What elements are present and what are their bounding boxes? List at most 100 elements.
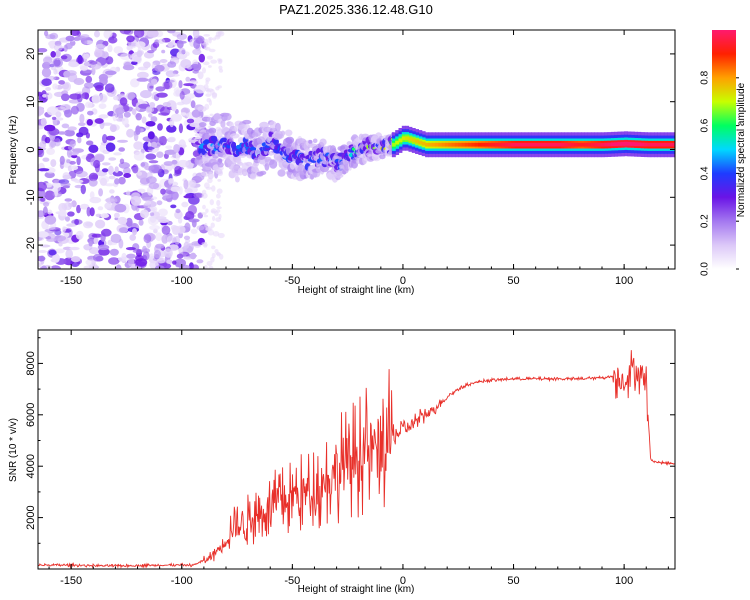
noise-blob bbox=[206, 55, 213, 60]
noise-blob bbox=[95, 213, 102, 218]
noise-blob bbox=[150, 206, 158, 212]
noise-blob bbox=[177, 159, 189, 168]
noise-blob bbox=[135, 113, 142, 121]
x-tick-label: -150 bbox=[60, 575, 82, 587]
signal-band-segment bbox=[531, 142, 536, 147]
noise-blob bbox=[170, 186, 181, 192]
noise-blob bbox=[212, 215, 216, 222]
noise-blob bbox=[54, 248, 65, 254]
chart-title: PAZ1.2025.336.12.48.G10 bbox=[279, 2, 433, 17]
noise-blob bbox=[209, 89, 215, 95]
noise-blob bbox=[123, 173, 132, 178]
noise-blob bbox=[50, 265, 61, 269]
signal-band-segment bbox=[491, 142, 496, 147]
noise-blob bbox=[154, 64, 165, 72]
noise-blob bbox=[175, 208, 181, 214]
signal-halo bbox=[319, 138, 327, 146]
signal-halo bbox=[242, 119, 252, 125]
noise-blob bbox=[80, 65, 88, 71]
noise-blob bbox=[118, 162, 131, 169]
noise-blob bbox=[216, 188, 223, 194]
noise-blob bbox=[117, 139, 128, 143]
signal-band-segment bbox=[395, 140, 400, 145]
noise-blob bbox=[122, 64, 135, 71]
noise-blob bbox=[53, 68, 58, 75]
noise-blob bbox=[174, 258, 186, 268]
noise-blob bbox=[218, 58, 223, 63]
signal-halo bbox=[230, 133, 240, 139]
noise-blob bbox=[65, 216, 70, 222]
signal-halo bbox=[285, 136, 295, 144]
noise-blob bbox=[155, 232, 163, 242]
noise-blob bbox=[118, 238, 124, 249]
signal-band-segment bbox=[511, 142, 516, 147]
noise-blob bbox=[161, 225, 171, 235]
spectrogram-x-ticks: -150 -100 -50 0 50 100 bbox=[48, 30, 669, 287]
noise-blob bbox=[216, 206, 222, 210]
signal-band-segment bbox=[415, 139, 419, 144]
noise-blob bbox=[180, 112, 187, 116]
noise-blob bbox=[137, 171, 143, 176]
noise-blob bbox=[97, 244, 110, 251]
noise-blob bbox=[77, 136, 82, 144]
signal-band-segment bbox=[634, 142, 638, 147]
noise-blob bbox=[74, 179, 84, 184]
noise-blob bbox=[110, 233, 122, 244]
noise-blob bbox=[203, 244, 208, 248]
noise-blob bbox=[217, 85, 222, 89]
noise-blob bbox=[211, 185, 216, 192]
colorbar: 0.0 0.2 0.4 0.6 0.8 Normalized spectral ampl… bbox=[700, 30, 747, 276]
noise-blob bbox=[209, 48, 216, 53]
noise-blob bbox=[128, 257, 135, 267]
noise-blob bbox=[218, 213, 222, 220]
signal-band-segment bbox=[464, 142, 469, 147]
signal-halo bbox=[284, 129, 293, 137]
noise-blob bbox=[146, 30, 159, 38]
noise-blob bbox=[188, 218, 200, 223]
noise-blob bbox=[141, 116, 147, 124]
snr-panel: -150 -100 -50 0 50 100 2000 4000 6000 8000 Heigh… bbox=[8, 329, 676, 595]
x-tick-label: -100 bbox=[171, 575, 193, 587]
x-tick-label: 0 bbox=[400, 275, 406, 287]
noise-blob bbox=[133, 141, 144, 150]
signal-band-segment bbox=[597, 142, 602, 147]
noise-blob bbox=[41, 265, 47, 269]
noise-blob bbox=[201, 242, 207, 245]
signal-band-segment bbox=[574, 142, 579, 147]
noise-blob bbox=[168, 244, 179, 251]
noise-blob bbox=[157, 123, 163, 131]
noise-blob bbox=[160, 188, 166, 195]
signal-band-segment bbox=[438, 142, 443, 147]
noise-blob bbox=[205, 186, 212, 190]
noise-blob bbox=[190, 100, 196, 109]
noise-blob bbox=[108, 157, 117, 161]
signal-band-segment bbox=[617, 142, 622, 146]
noise-blob bbox=[121, 252, 127, 261]
signal-peak bbox=[236, 144, 241, 150]
noise-blob bbox=[209, 113, 214, 117]
noise-blob bbox=[58, 80, 65, 85]
x-tick-label: 0 bbox=[400, 575, 406, 587]
noise-blob bbox=[97, 206, 104, 211]
noise-blob bbox=[65, 249, 73, 259]
noise-blob bbox=[153, 249, 161, 259]
noise-blob bbox=[38, 262, 42, 268]
noise-blob bbox=[88, 178, 98, 187]
noise-blob bbox=[149, 212, 155, 217]
noise-blob bbox=[123, 111, 131, 118]
signal-band-segment bbox=[620, 142, 625, 146]
noise-blob bbox=[148, 160, 159, 164]
signal-halo bbox=[277, 169, 286, 177]
noise-blob bbox=[126, 128, 135, 138]
signal-band-segment bbox=[418, 140, 423, 145]
signal-band-segment bbox=[514, 142, 519, 147]
noise-blob bbox=[98, 93, 108, 103]
snr-series-line bbox=[38, 350, 675, 569]
noise-blob bbox=[67, 211, 75, 217]
noise-blob bbox=[114, 212, 120, 219]
noise-blob bbox=[201, 212, 207, 216]
noise-blob bbox=[216, 251, 221, 257]
noise-blob bbox=[143, 51, 155, 59]
y-tick-label: 8000 bbox=[25, 351, 37, 375]
